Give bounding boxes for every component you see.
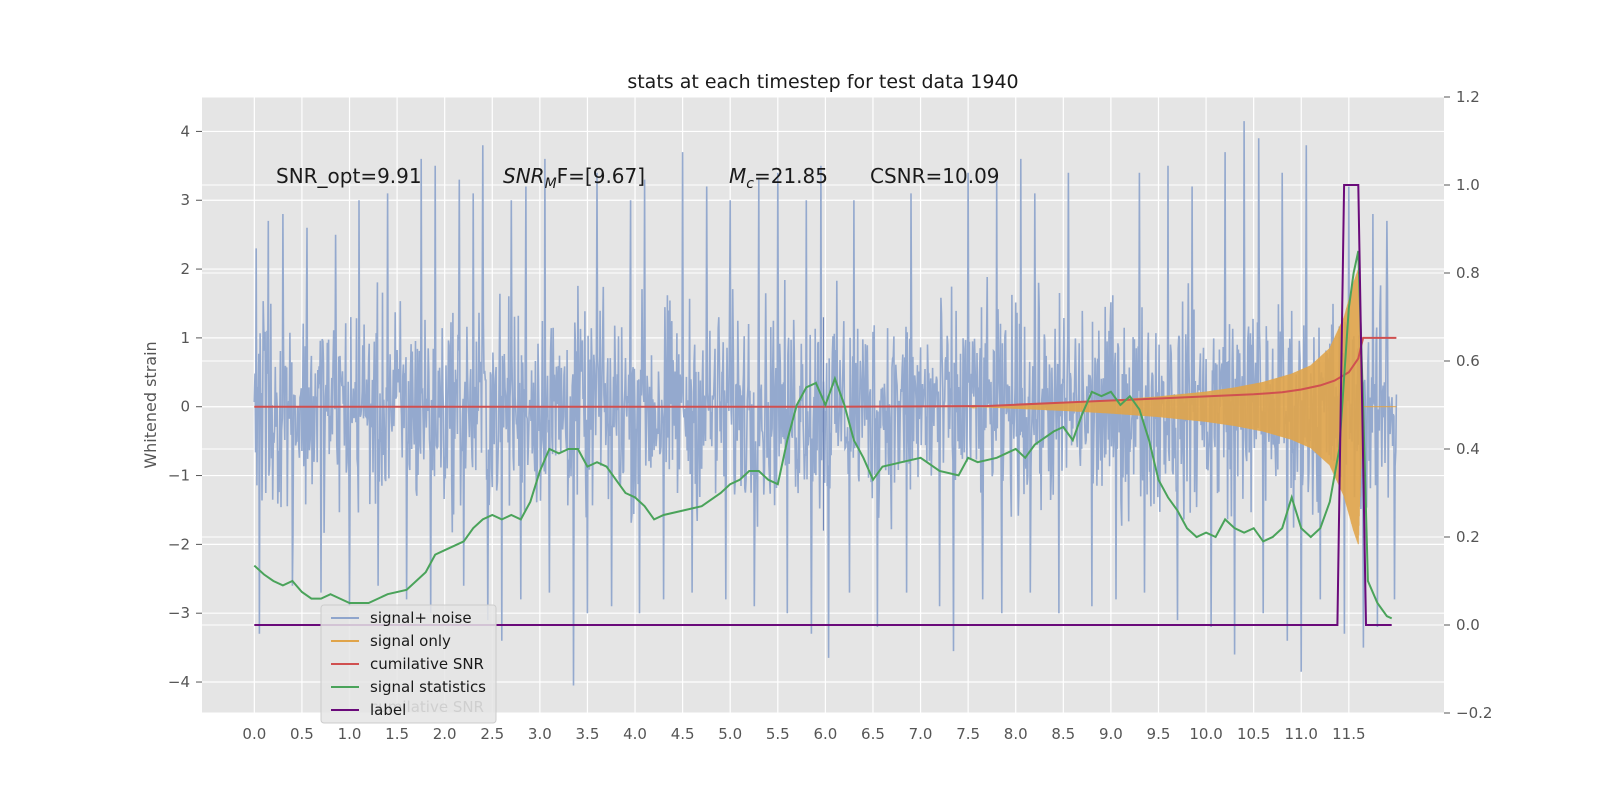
y-tick-label: 0 bbox=[180, 398, 190, 416]
x-tick-label: 5.0 bbox=[718, 725, 742, 743]
x-tick-label: 1.0 bbox=[338, 725, 362, 743]
annotation-mc: Mc=21.85 bbox=[729, 164, 828, 192]
y-tick-label: −1 bbox=[168, 467, 190, 485]
x-tick-label: 10.0 bbox=[1189, 725, 1222, 743]
x-tick-label: 4.5 bbox=[671, 725, 695, 743]
y-right-tick-label: 1.2 bbox=[1456, 88, 1480, 106]
annotation-mc-rest: =21.85 bbox=[754, 164, 828, 188]
x-tick-label: 10.5 bbox=[1237, 725, 1270, 743]
x-tick-label: 8.0 bbox=[1004, 725, 1028, 743]
annotation-snr-opt: SNR_opt=9.91 bbox=[276, 164, 422, 188]
x-tick-label: 1.5 bbox=[385, 725, 409, 743]
x-tick-label: 6.0 bbox=[813, 725, 837, 743]
x-tick-label: 9.5 bbox=[1147, 725, 1171, 743]
x-tick-label: 11.0 bbox=[1285, 725, 1318, 743]
series-signal-only bbox=[254, 269, 1397, 545]
x-tick-label: 5.5 bbox=[766, 725, 790, 743]
x-tick-label: 4.0 bbox=[623, 725, 647, 743]
right-axis: 1.2 1.0 0.8 0.6 0.4 0.2 0.0 −0.2 bbox=[1444, 88, 1492, 722]
annotation-csnr: CSNR=10.09 bbox=[870, 164, 1000, 188]
legend-items: signal+ noise signal only cumilative SNR si… bbox=[331, 609, 486, 719]
y-tick-label: 2 bbox=[180, 260, 190, 278]
y-tick-label: 1 bbox=[180, 329, 190, 347]
left-axis: 4 3 2 1 0 −1 −2 −3 −4 bbox=[168, 122, 202, 691]
x-tick-label: 2.5 bbox=[480, 725, 504, 743]
series-layer bbox=[253, 121, 1398, 686]
y-right-tick-label: 0.4 bbox=[1456, 440, 1480, 458]
series-cumulative-snr bbox=[254, 336, 1397, 408]
legend: cumilative SNR signal+ noise signal only c… bbox=[320, 604, 497, 724]
x-tick-label: 7.5 bbox=[956, 725, 980, 743]
series-label bbox=[254, 184, 1392, 626]
legend-label: signal only bbox=[370, 632, 451, 650]
legend-label: signal statistics bbox=[370, 678, 486, 696]
x-tick-label: 9.0 bbox=[1099, 725, 1123, 743]
y-tick-label: −4 bbox=[168, 673, 190, 691]
y-right-tick-label: 0.2 bbox=[1456, 528, 1480, 546]
legend-label: signal+ noise bbox=[370, 609, 472, 627]
y-tick-label: 4 bbox=[180, 122, 190, 140]
y-axis-label: Whitened strain bbox=[141, 341, 160, 468]
x-tick-label: 3.5 bbox=[576, 725, 600, 743]
x-axis: 0.0 0.5 1.0 1.5 2.0 2.5 3.0 3.5 4.0 4.5 5.0 5.5 6.0 6… bbox=[242, 725, 1365, 743]
y-tick-label: 3 bbox=[180, 191, 190, 209]
legend-label: label bbox=[370, 701, 406, 719]
y-right-tick-label: −0.2 bbox=[1456, 704, 1492, 722]
chart-title: stats at each timestep for test data 194… bbox=[627, 71, 1018, 93]
annotation-snr-mf-sub: M bbox=[545, 176, 557, 192]
legend-ghost-text: cumilative SNR bbox=[370, 698, 484, 716]
y-right-tick-label: 0.6 bbox=[1456, 352, 1480, 370]
y-right-tick-label: 0.0 bbox=[1456, 616, 1480, 634]
series-signal-statistics bbox=[253, 250, 1393, 620]
series-signal-noise bbox=[253, 121, 1398, 686]
x-tick-label: 7.0 bbox=[909, 725, 933, 743]
legend-box bbox=[320, 604, 497, 724]
x-tick-label: 2.0 bbox=[433, 725, 457, 743]
y-right-tick-label: 1.0 bbox=[1456, 176, 1480, 194]
y-tick-label: −3 bbox=[168, 604, 190, 622]
annotation-snr-mf-rest: F=[9.67] bbox=[557, 164, 645, 188]
annotation-snr-mf-main: SNR bbox=[503, 164, 545, 188]
y-right-tick-label: 0.8 bbox=[1456, 264, 1480, 282]
x-tick-label: 0.0 bbox=[242, 725, 266, 743]
x-tick-label: 0.5 bbox=[290, 725, 314, 743]
annotation-mc-sub: c bbox=[746, 176, 754, 192]
x-tick-label: 3.0 bbox=[528, 725, 552, 743]
legend-label: cumilative SNR bbox=[370, 655, 484, 673]
annotation-snr-mf: SNRMF=[9.67] bbox=[503, 164, 645, 192]
annotation-mc-main: M bbox=[729, 164, 746, 188]
x-tick-label: 6.5 bbox=[861, 725, 885, 743]
x-tick-label: 11.5 bbox=[1332, 725, 1365, 743]
y-tick-label: −2 bbox=[168, 535, 190, 553]
x-tick-label: 8.5 bbox=[1051, 725, 1075, 743]
